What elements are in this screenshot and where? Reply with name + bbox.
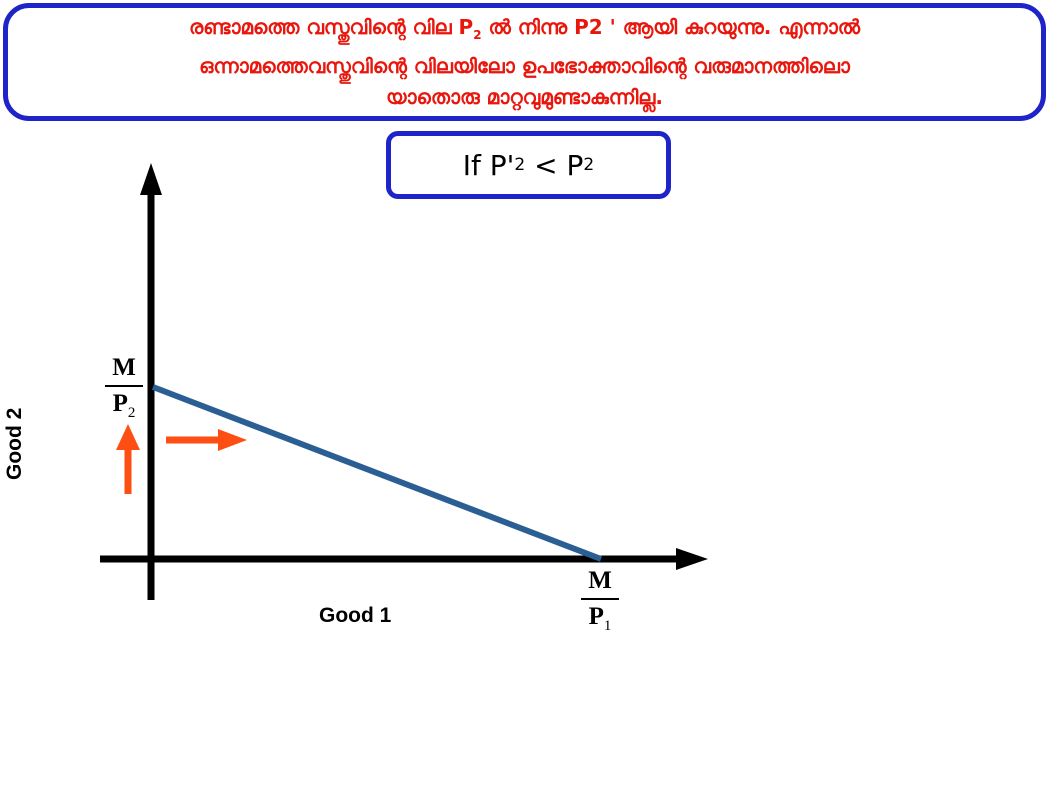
condition-sub-2: 2 xyxy=(583,155,595,175)
right-arrow-head xyxy=(218,429,247,451)
y-intercept-label: M P2 xyxy=(102,354,146,427)
x-axis-arrowhead xyxy=(676,548,708,570)
condition-sub-1: 2 xyxy=(514,155,526,175)
budget-line xyxy=(151,384,603,562)
x-intercept-label: M P1 xyxy=(578,567,622,640)
explanation-line-2: ഒന്നാമത്തെവസ്തുവിന്റെ വിലയിലോ ഉപഭോക്താവി… xyxy=(199,53,850,78)
y-axis-label: Good 2 xyxy=(3,407,26,480)
y-axis-arrowhead xyxy=(140,163,162,195)
x-axis-label: Good 1 xyxy=(319,604,392,627)
condition-prefix: If P' xyxy=(462,148,515,182)
explanation-line-1: രണ്ടാമത്തെ വസ്തുവിന്റെ വില P2 ൽ നിന്നു P… xyxy=(188,14,861,42)
explanation-line-3: യാതൊരു മാറ്റവുമുണ്ടാകുന്നില്ല. xyxy=(385,84,664,109)
explanation-box: രണ്ടാമത്തെ വസ്തുവിന്റെ വില P2 ൽ നിന്നു P… xyxy=(3,3,1046,121)
condition-middle: < P xyxy=(525,148,584,182)
up-arrow-head xyxy=(116,424,140,450)
